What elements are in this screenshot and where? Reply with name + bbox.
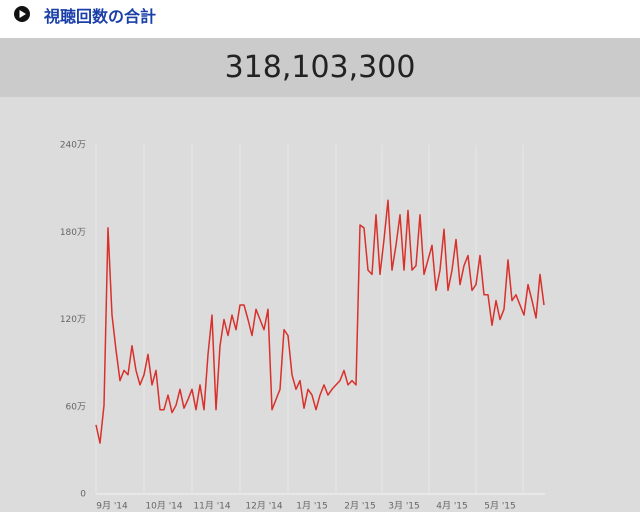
x-tick-label: 11月 '14 xyxy=(193,501,231,512)
x-tick-label: 9月 '14 xyxy=(96,501,128,512)
play-icon[interactable] xyxy=(8,0,38,30)
x-tick-label: 1月 '15 xyxy=(296,501,328,512)
x-tick-label: 10月 '14 xyxy=(145,501,183,512)
line xyxy=(95,199,545,444)
y-tick-label: 240万 xyxy=(60,141,86,151)
header: 視聴回数の合計 xyxy=(0,0,640,38)
y-tick-label: 0 xyxy=(80,490,86,500)
x-tick-label: 5月 '15 xyxy=(484,501,516,512)
chart: 0 60万 120万 180万 240万 9月 '14 10月 '14 11月 '14 12月 … xyxy=(0,97,640,512)
title[interactable]: 視聴回数の合計 xyxy=(44,7,157,26)
x-tick-label: 3月 '15 xyxy=(388,501,420,512)
y-tick-label: 60万 xyxy=(66,402,86,412)
y-tick-label: 120万 xyxy=(60,315,86,325)
x-tick-label: 12月 '14 xyxy=(245,501,283,512)
y-tick-label: 180万 xyxy=(60,228,86,238)
x-tick-label: 2月 '15 xyxy=(344,501,376,512)
total-views: 318,103,300 xyxy=(0,38,640,97)
x-tick-label: 4月 '15 xyxy=(436,501,468,512)
